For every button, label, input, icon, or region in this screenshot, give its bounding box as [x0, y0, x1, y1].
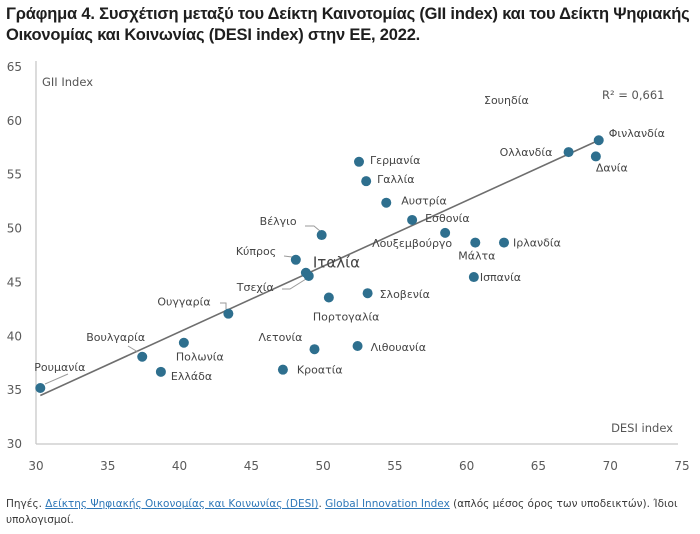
trendline-group [39, 139, 600, 397]
leader-lines [44, 225, 321, 385]
leader-line [44, 373, 69, 385]
point-label: Ολλανδία [500, 146, 553, 159]
data-point[interactable] [361, 176, 372, 187]
point-label: Βέλγιο [260, 215, 297, 228]
point-label: Ιρλανδία [513, 237, 561, 250]
chart-title: Γράφημα 4. Συσχέτιση μεταξύ του Δείκτη Κ… [6, 5, 690, 44]
point-label: Κύπρος [236, 245, 276, 258]
data-point[interactable] [563, 147, 574, 158]
data-point[interactable] [498, 237, 509, 248]
point-label: Ουγγαρία [157, 296, 210, 309]
data-point[interactable] [316, 230, 327, 241]
data-point[interactable] [352, 340, 363, 351]
data-point[interactable] [303, 270, 314, 281]
leader-line [305, 225, 321, 232]
desi-link[interactable]: Δείκτης Ψηφιακής Οικονομίας και Κοινωνία… [45, 498, 319, 510]
point-label: Γερμανία [370, 154, 420, 167]
leader-line [127, 345, 139, 353]
data-point[interactable] [590, 151, 601, 162]
point-label: Λουξεμβούργο [372, 237, 452, 250]
data-point[interactable] [468, 272, 479, 283]
x-tick-label: 35 [100, 459, 115, 473]
data-point[interactable] [309, 344, 320, 355]
data-point[interactable] [407, 214, 418, 225]
point-label: Ισπανία [480, 271, 521, 284]
x-axis-label: DESI index [611, 421, 673, 435]
point-label: Φινλανδία [609, 127, 665, 140]
x-tick-label: 45 [244, 459, 259, 473]
r-squared-annotation: R² = 0,661 [602, 88, 664, 102]
point-label: Ελλάδα [171, 370, 212, 383]
point-label: Πολωνία [176, 351, 224, 364]
point-label: Τσεχία [236, 281, 274, 294]
data-point[interactable] [323, 292, 334, 303]
y-axis-label: GII Index [42, 75, 93, 89]
leader-line [283, 255, 293, 258]
data-point[interactable] [137, 351, 148, 362]
axes: 30 35 40 45 50 55 60 65 30 35 40 45 50 55 60 65 70 75 [7, 60, 690, 473]
data-point[interactable] [354, 156, 364, 167]
point-label: Μάλτα [458, 250, 495, 263]
source-suffix: (απλός μέσος όρος των υποδεικτών). Ίδιοι… [6, 498, 678, 526]
point-labels-group: Ρουμανία Βουλγαρία Ελλάδα Πολωνία Ουγγαρία Κρ… [34, 127, 665, 383]
data-point[interactable] [223, 308, 234, 319]
y-tick-label: 30 [7, 437, 22, 451]
point-label: Εσθονία [425, 212, 470, 225]
source-prefix: Πηγές. [6, 498, 46, 510]
point-label: Ιταλία [313, 254, 360, 272]
leader-line [282, 278, 307, 290]
gii-link[interactable]: Global Innovation Index [325, 498, 450, 510]
x-tick-label: 65 [531, 459, 546, 473]
point-label: Πορτογαλία [313, 311, 380, 324]
y-tick-label: 65 [7, 60, 22, 74]
x-tick-label: 50 [315, 459, 330, 473]
data-point[interactable] [277, 364, 288, 375]
y-tick-label: 50 [7, 222, 22, 236]
point-label: Γαλλία [377, 173, 414, 186]
point-label: Ρουμανία [34, 361, 85, 374]
sweden-label: Σουηδία [484, 94, 529, 107]
data-point[interactable] [362, 288, 373, 299]
y-tick-label: 60 [7, 114, 22, 128]
point-label: Κροατία [297, 364, 343, 377]
data-point[interactable] [593, 135, 604, 146]
data-point[interactable] [440, 227, 451, 238]
point-label: Λετονία [258, 331, 302, 344]
x-tick-label: 55 [387, 459, 402, 473]
trendline [39, 139, 600, 397]
data-point[interactable] [178, 337, 189, 348]
y-tick-label: 45 [7, 275, 22, 289]
x-tick-label: 75 [674, 459, 689, 473]
data-point[interactable] [155, 366, 166, 377]
data-point[interactable] [35, 382, 46, 393]
y-tick-label: 35 [7, 383, 22, 397]
point-label: Σλοβενία [380, 288, 430, 301]
source-note: Πηγές. Δείκτης Ψηφιακής Οικονομίας και Κ… [6, 496, 696, 528]
x-tick-label: 40 [172, 459, 187, 473]
point-label: Βουλγαρία [86, 331, 145, 344]
y-tick-label: 55 [7, 168, 22, 182]
points-group [35, 135, 604, 393]
data-point[interactable] [381, 197, 392, 208]
data-point[interactable] [290, 254, 301, 265]
x-tick-label: 60 [459, 459, 474, 473]
y-tick-label: 40 [7, 329, 22, 343]
point-label: Αυστρία [401, 195, 446, 208]
point-label: Δανία [596, 161, 628, 174]
x-tick-label: 70 [603, 459, 618, 473]
data-point[interactable] [470, 237, 481, 248]
leader-line [220, 302, 227, 309]
source-separator: . [318, 498, 326, 510]
point-label: Λιθουανία [371, 341, 426, 354]
x-tick-label: 30 [28, 459, 43, 473]
